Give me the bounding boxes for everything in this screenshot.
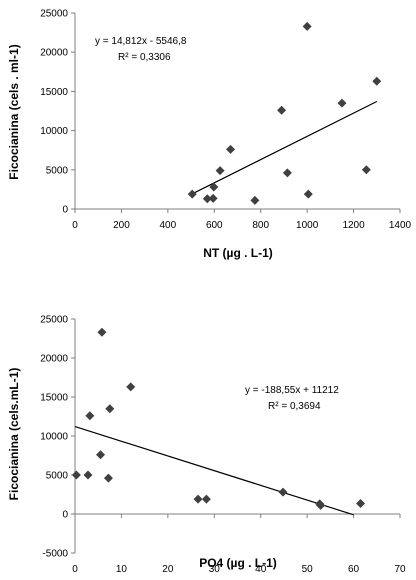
x-tick-label: 0 — [72, 220, 78, 231]
data-point — [103, 473, 113, 483]
data-point — [85, 411, 95, 421]
y-tick-label: 10000 — [40, 126, 68, 137]
data-point — [372, 76, 382, 86]
data-point — [316, 500, 326, 510]
r-squared-label: R² = 0,3306 — [118, 52, 171, 63]
data-point — [202, 194, 212, 204]
data-point — [277, 105, 287, 115]
y-tick-label: 15000 — [40, 393, 68, 404]
y-tick-label: 10000 — [40, 432, 68, 443]
x-axis-label: PO4 (µg . L-1) — [199, 556, 277, 570]
x-tick-label: 40 — [255, 564, 267, 575]
r-squared-label: R² = 0,3694 — [268, 401, 321, 412]
data-point — [193, 494, 203, 504]
x-tick-label: 1200 — [342, 220, 365, 231]
y-axis-label: Ficocianina (cels . ml-1) — [7, 44, 21, 179]
data-point — [282, 168, 292, 178]
data-point — [278, 487, 288, 497]
x-tick-label: 70 — [394, 564, 406, 575]
x-tick-label: 600 — [206, 220, 223, 231]
x-tick-label: 20 — [162, 564, 174, 575]
data-point — [187, 189, 197, 199]
y-tick-label: 0 — [62, 205, 68, 216]
data-point — [361, 165, 371, 175]
y-tick-label: -5000 — [42, 549, 68, 560]
trendline — [74, 425, 354, 516]
x-tick-label: 800 — [252, 220, 269, 231]
data-point — [209, 182, 219, 192]
data-point — [208, 193, 218, 203]
scatter-chart-nt: 0 5000 10000 15000 20000 25000 0 200 400 600 800 10… — [7, 9, 412, 261]
x-tick-label: 10 — [116, 564, 128, 575]
data-point — [302, 21, 312, 31]
y-tick-label: 25000 — [40, 315, 68, 326]
data-point — [105, 404, 115, 414]
data-point — [250, 195, 260, 205]
y-tick-label: 20000 — [40, 354, 68, 365]
plot-area: 0 5000 10000 15000 20000 25000 0 200 400 600 800 10… — [40, 9, 411, 232]
x-tick-label: 60 — [348, 564, 360, 575]
trendline — [190, 100, 378, 195]
x-tick-label: 200 — [113, 220, 130, 231]
scatter-chart-po4: -5000 0 5000 10000 15000 20000 25000 0 10 20 30 40 5… — [7, 315, 406, 576]
y-tick-label: 5000 — [46, 471, 69, 482]
x-tick-label: 1000 — [296, 220, 319, 231]
data-point — [337, 98, 347, 108]
y-tick-label: 0 — [62, 510, 68, 521]
x-tick-label: 1400 — [389, 220, 412, 231]
data-point — [71, 470, 81, 480]
x-axis-label: NT (µg . L-1) — [203, 246, 273, 260]
y-tick-label: 5000 — [46, 165, 69, 176]
plot-area: -5000 0 5000 10000 15000 20000 25000 0 10 20 30 40 5… — [40, 315, 406, 576]
data-point — [97, 327, 107, 337]
y-tick-label: 25000 — [40, 9, 68, 20]
x-tick-label: 0 — [72, 564, 78, 575]
trendline-equation: y = 14,812x - 5546,8 — [95, 36, 187, 47]
data-point — [83, 470, 93, 480]
data-point — [96, 450, 106, 460]
data-point — [356, 498, 366, 508]
trendline-equation: y = -188,55x + 11212 — [245, 385, 339, 396]
x-tick-label: 30 — [209, 564, 221, 575]
x-tick-label: 50 — [302, 564, 314, 575]
x-tick-label: 400 — [160, 220, 177, 231]
data-point — [215, 166, 225, 176]
y-axis-label: Ficocianina (cels.mL-1) — [7, 368, 21, 501]
data-point — [201, 494, 211, 504]
data-point — [226, 144, 236, 154]
y-tick-label: 20000 — [40, 48, 68, 59]
y-tick-label: 15000 — [40, 87, 68, 98]
data-point — [303, 189, 313, 199]
data-point — [126, 382, 136, 392]
